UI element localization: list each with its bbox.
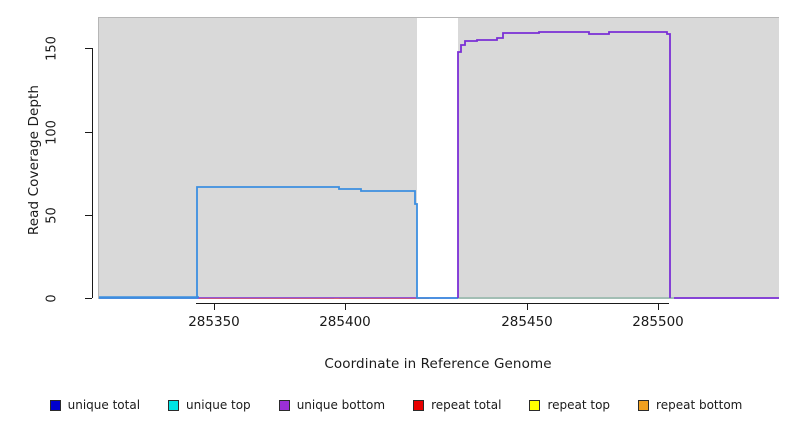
legend-item-repeat-total: repeat total	[413, 398, 501, 412]
y-tick-label-0: 0	[44, 294, 60, 303]
legend-swatch-icon	[413, 399, 425, 411]
legend-item-unique-total: unique total	[49, 398, 141, 412]
legend-swatch-icon	[278, 399, 290, 411]
x-tick-285350	[214, 303, 215, 310]
y-tick-label-100: 100	[44, 120, 60, 145]
x-tick-label-285400: 285400	[319, 314, 371, 330]
legend-swatch-icon	[168, 399, 180, 411]
chart-legend: unique total unique top unique bottom re…	[0, 398, 792, 412]
legend-swatch-icon	[529, 399, 541, 411]
legend-item-repeat-bottom: repeat bottom	[638, 398, 742, 412]
x-tick-285450	[527, 303, 528, 310]
legend-swatch-icon	[638, 399, 650, 411]
legend-label: repeat bottom	[656, 398, 743, 412]
series-unique-total-line	[99, 186, 458, 299]
x-tick-label-285500: 285500	[632, 314, 684, 330]
coverage-gap-region	[417, 18, 458, 299]
legend-item-unique-top: unique top	[168, 398, 251, 412]
legend-label: repeat top	[547, 398, 611, 412]
legend-label: unique bottom	[296, 398, 386, 412]
x-axis-line	[196, 303, 669, 304]
legend-swatch-icon	[49, 399, 61, 411]
y-tick-150	[85, 48, 92, 49]
y-tick-50	[85, 215, 92, 216]
y-axis-line	[92, 48, 93, 298]
y-tick-label-150: 150	[44, 36, 60, 61]
x-tick-label-285450: 285450	[501, 314, 553, 330]
plot-panel	[98, 17, 779, 299]
y-tick-0	[85, 298, 92, 299]
y-tick-100	[85, 132, 92, 133]
legend-label: repeat total	[431, 398, 502, 412]
y-tick-label-50: 50	[44, 207, 60, 224]
legend-item-repeat-top: repeat top	[529, 398, 610, 412]
plot-svg	[99, 18, 779, 299]
legend-label: unique total	[67, 398, 141, 412]
y-axis-title: Read Coverage Depth	[26, 84, 42, 236]
x-tick-label-285350: 285350	[188, 314, 240, 330]
x-axis-title: Coordinate in Reference Genome	[324, 356, 552, 372]
series-unique-bottom-line	[457, 31, 671, 298]
x-tick-285500	[658, 303, 659, 310]
x-tick-285400	[345, 303, 346, 310]
legend-item-unique-bottom: unique bottom	[278, 398, 386, 412]
legend-label: unique top	[186, 398, 251, 412]
